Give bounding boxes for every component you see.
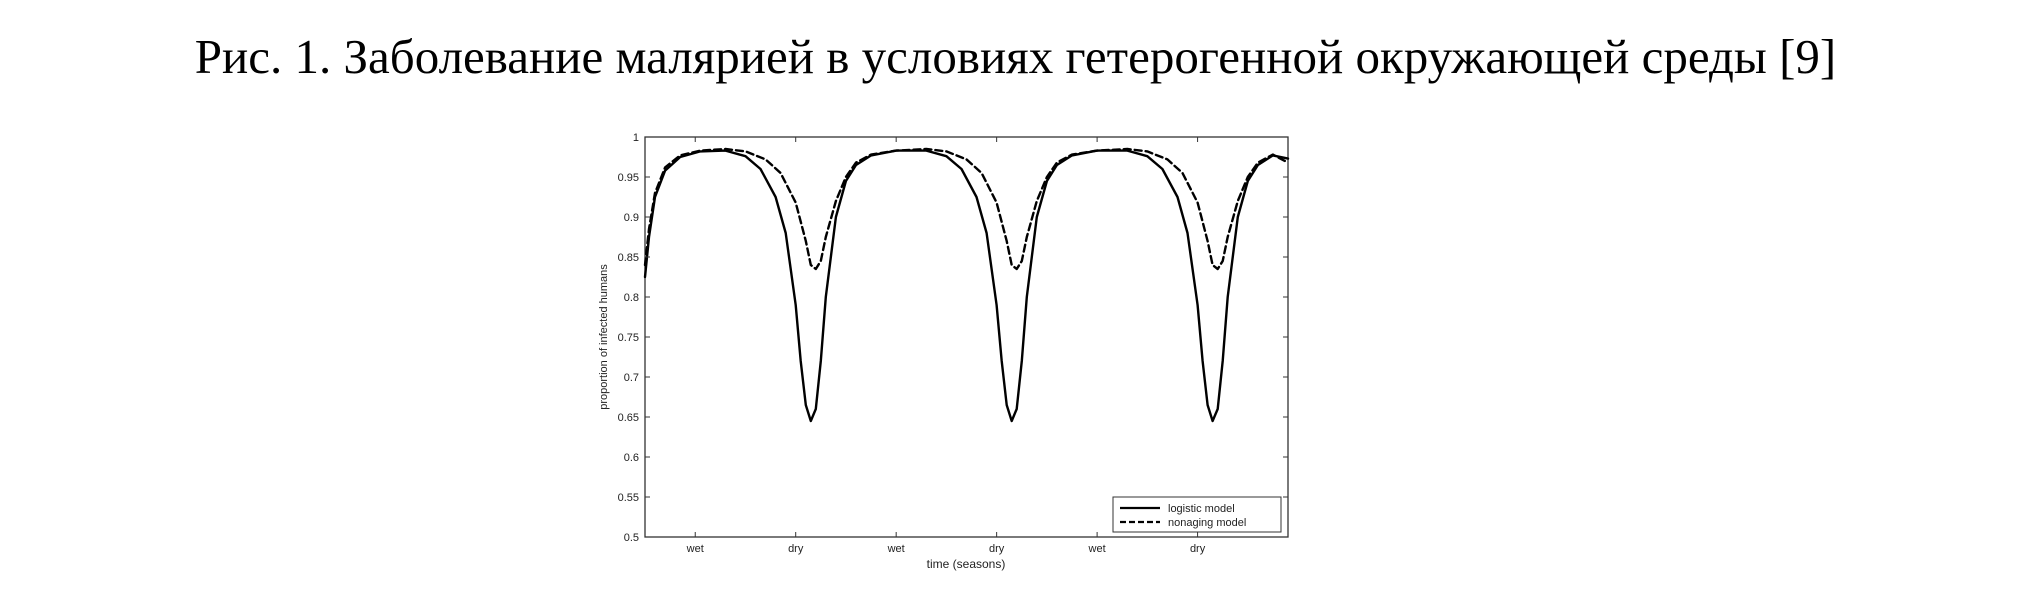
plot-frame [644, 136, 1289, 538]
figure-caption-text: Рис. 1. Заболевание малярией в условиях … [194, 29, 1837, 84]
y-tick-label: 0.75 [618, 332, 639, 344]
legend-label: logistic model [1168, 503, 1235, 515]
y-tick-label: 0.95 [618, 172, 639, 184]
y-tick-label: 0.85 [618, 252, 639, 264]
x-tick-label: wet [887, 543, 905, 555]
series-layer [643, 147, 1290, 423]
tick-layer: 0.5 0.55 0.6 0.65 0.7 0.75 0.8 0.85 0.9 0.95 1 wet d… [618, 132, 1288, 555]
x-tick-label: dry [1190, 543, 1206, 555]
y-tick-label: 0.8 [624, 292, 639, 304]
y-tick-label: 0.55 [618, 492, 639, 504]
x-tick-label: dry [989, 543, 1005, 555]
legend-box [1112, 496, 1282, 533]
legend-label: nonaging model [1168, 517, 1246, 529]
x-tick-label: wet [1088, 543, 1106, 555]
y-tick-label: 1 [633, 132, 639, 144]
figure-caption: Рис. 1. Заболевание малярией в условиях … [0, 28, 2031, 85]
y-axis-label: proportion of infected humans [598, 264, 610, 410]
y-tick-label: 0.9 [624, 212, 639, 224]
x-tick-label: dry [788, 543, 804, 555]
chart-legend: logistic model nonaging model [1112, 496, 1282, 533]
x-axis-label: time (seasons) [927, 557, 1006, 571]
y-tick-label: 0.65 [618, 412, 639, 424]
y-tick-label: 0.5 [624, 532, 639, 544]
y-tick-label: 0.6 [624, 452, 639, 464]
y-tick-label: 0.7 [624, 372, 639, 384]
series-line-nonaging-model [643, 147, 1290, 271]
series-line-logistic-model [643, 149, 1290, 423]
x-tick-label: wet [686, 543, 704, 555]
